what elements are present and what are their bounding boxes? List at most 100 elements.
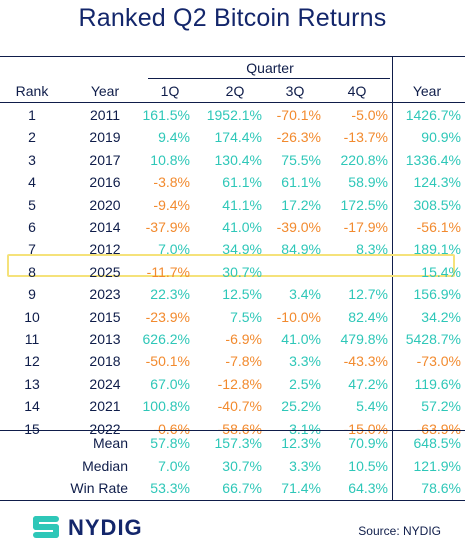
table-row: 6 2014 -37.9% 41.0% -39.0% -17.9% -56.1% [0,216,465,238]
summary-label: Mean [92,435,128,451]
q3-return-cell: 17.2% [281,196,321,213]
q2-return-cell: 130.4% [214,151,262,168]
table-row: 7 2012 7.0% 34.9% 84.9% 8.3% 189.1% [0,238,465,260]
rank-cell: 9 [28,286,36,303]
table-row: 15 2022 -0.6% -58.6% 3.1% -15.0% -63.9% [0,418,465,440]
q4-return-cell: 479.8% [340,331,388,347]
col-header-q2: 2Q [225,83,245,99]
q1-summary-cell: 57.8% [150,435,190,451]
q4-return-cell: -13.7% [343,129,388,146]
table-row: 9 2023 22.3% 12.5% 3.4% 12.7% 156.9% [0,283,465,305]
year-cell: 2012 [89,241,121,258]
annual-return-cell: 15.4% [421,263,461,280]
q4-return-cell: 220.8% [340,151,388,168]
q3-return-cell: 41.0% [281,331,321,347]
rank-cell: 4 [28,174,36,191]
q2-summary-cell: 66.7% [222,480,262,496]
q4-return-cell: -15.0% [343,420,388,437]
table-row: 13 2024 67.0% -12.8% 2.5% 47.2% 119.6% [0,373,465,395]
year-cell: 2019 [89,129,121,146]
col-header-year: Year [90,83,120,99]
table-row: 10 2015 -23.9% 7.5% -10.0% 82.4% 34.2% [0,306,465,328]
summary-bottom-rule [0,500,465,501]
table-row: 2 2019 9.4% 174.4% -26.3% -13.7% 90.9% [0,126,465,148]
year-cell: 2025 [89,263,121,280]
q1-return-cell: 100.8% [142,398,190,415]
q2-return-cell: -12.8% [217,375,262,392]
summary-label: Median [82,457,128,474]
annual-return-cell: 5428.7% [405,331,461,347]
annual-return-cell: -73.0% [416,353,461,370]
q1-return-cell: 161.5% [142,107,190,123]
year-cell: 2016 [89,174,121,191]
q2-return-cell: 41.0% [222,219,262,235]
q2-return-cell: 61.1% [222,174,262,191]
q4-return-cell: 82.4% [348,308,388,325]
col-header-q4: 4Q [347,83,367,99]
q3-return-cell: 84.9% [281,241,321,258]
rank-cell: 8 [28,263,36,280]
year-cell: 2022 [89,420,121,437]
table-row: 3 2017 10.8% 130.4% 75.5% 220.8% 1336.4% [0,149,465,171]
year-cell: 2015 [89,308,121,325]
q3-summary-cell: 71.4% [281,480,321,496]
q1-return-cell: -50.1% [145,353,190,370]
header-bottom-rule [0,102,465,103]
q1-return-cell: -9.4% [153,196,190,213]
q2-return-cell: 30.7% [222,263,262,280]
q4-summary-cell: 64.3% [348,480,388,496]
rank-cell: 1 [28,107,36,123]
table-row: 5 2020 -9.4% 41.1% 17.2% 172.5% 308.5% [0,194,465,216]
summary-row: Median 7.0% 30.7% 3.3% 10.5% 121.9% [0,455,465,477]
q4-summary-cell: 70.9% [348,435,388,451]
nydig-logo-text: NYDIG [68,515,143,540]
q3-return-cell: 3.3% [289,353,321,370]
q4-return-cell: 58.9% [348,174,388,191]
annual-return-cell: 124.3% [413,174,461,191]
q1-return-cell: -11.7% [146,263,190,280]
annual-summary-cell: 78.6% [421,480,461,496]
q4-return-cell: -43.3% [343,353,388,370]
year-cell: 2021 [89,398,121,415]
q3-return-cell: -39.0% [276,219,321,235]
q4-return-cell: 12.7% [348,286,388,303]
q3-return-cell: 61.1% [281,174,321,191]
rank-cell: 2 [28,129,36,146]
annual-summary-cell: 121.9% [413,457,461,474]
q3-return-cell: 2.5% [289,375,321,392]
rank-cell: 14 [24,398,40,415]
table-row: 14 2021 100.8% -40.7% 25.2% 5.4% 57.2% [0,395,465,417]
year-cell: 2024 [89,375,121,392]
annual-return-cell: 90.9% [421,129,461,146]
page-title: Ranked Q2 Bitcoin Returns [78,4,387,32]
q4-return-cell: 8.3% [356,241,388,258]
q1-return-cell: -0.6% [153,420,190,437]
q3-return-cell: 3.4% [289,286,321,303]
nydig-logo: NYDIG [30,514,170,540]
annual-return-cell: -63.9% [416,420,461,437]
rank-cell: 7 [28,241,36,258]
rank-cell: 3 [28,151,36,168]
rank-cell: 6 [28,219,36,235]
q2-return-cell: -58.6% [217,420,262,437]
annual-return-cell: 34.2% [421,308,461,325]
rank-cell: 12 [24,353,40,370]
rank-cell: 5 [28,196,36,213]
annual-return-cell: 189.1% [413,241,461,258]
q2-summary-cell: 157.3% [214,435,262,451]
annual-summary-cell: 648.5% [413,435,461,451]
year-cell: 2013 [89,331,121,347]
q1-return-cell: 626.2% [142,331,190,347]
q4-return-cell: -17.9% [343,219,388,235]
q1-return-cell: 10.8% [150,151,190,168]
table-row: 12 2018 -50.1% -7.8% 3.3% -43.3% -73.0% [0,350,465,372]
annual-return-cell: 1336.4% [405,151,461,168]
rank-cell: 11 [24,331,40,347]
q3-return-cell: -26.3% [276,129,321,146]
q1-return-cell: 67.0% [150,375,190,392]
q3-summary-cell: 3.3% [289,457,321,474]
year-cell: 2018 [89,353,121,370]
q1-summary-cell: 53.3% [150,480,190,496]
q1-return-cell: 7.0% [158,241,190,258]
year-cell: 2020 [89,196,121,213]
